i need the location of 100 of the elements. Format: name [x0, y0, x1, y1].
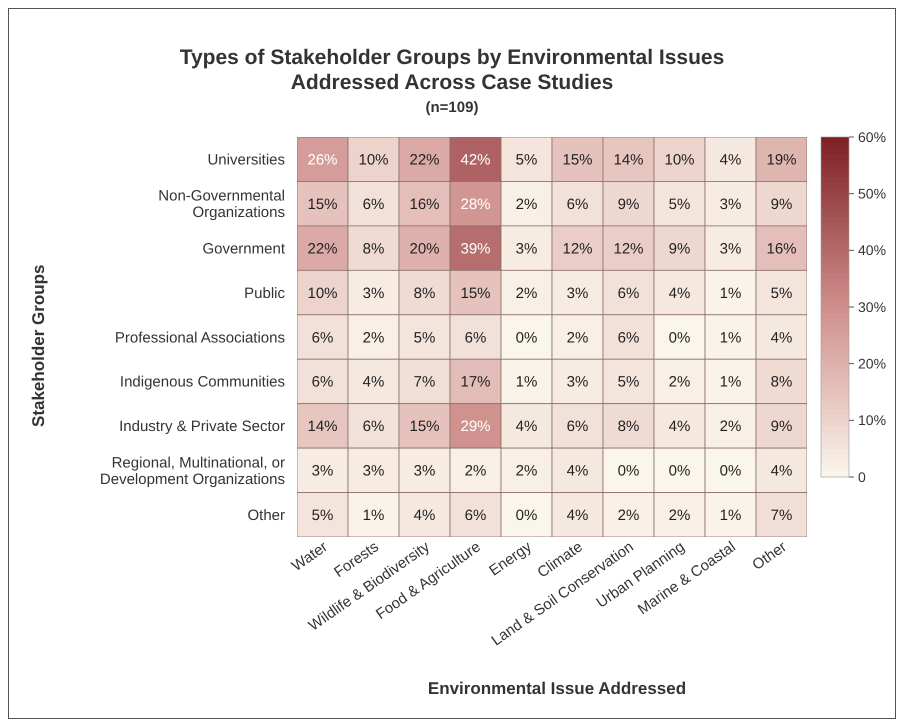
data-label: 2%: [516, 462, 538, 480]
data-label: 5%: [516, 151, 538, 168]
data-label: 2%: [566, 329, 588, 346]
data-label: 14%: [307, 418, 338, 436]
y-tick-label: Indigenous Communities: [120, 374, 285, 391]
color-bar-label: 60%: [858, 128, 886, 145]
data-label: 3%: [566, 374, 588, 391]
data-label: 4%: [566, 507, 588, 524]
data-label: 7%: [770, 507, 792, 524]
data-label: 3%: [720, 196, 742, 213]
data-label: 29%: [460, 418, 491, 436]
data-label: 1%: [720, 374, 742, 391]
data-label: 4%: [720, 151, 742, 168]
data-label: 39%: [460, 240, 491, 258]
data-label: 6%: [566, 196, 588, 213]
data-label: 4%: [516, 418, 538, 436]
data-label: 2%: [516, 284, 538, 302]
chart-title: Types of Stakeholder Groups by Environmental Issues Addressed Across Case Studies: [178, 45, 726, 95]
data-label: 3%: [720, 240, 742, 258]
data-label: 42%: [460, 151, 491, 168]
data-label: 8%: [362, 240, 384, 258]
data-label: 6%: [618, 284, 640, 302]
color-bar-label: 10%: [858, 412, 886, 428]
data-label: 1%: [720, 329, 742, 346]
data-label: 4%: [668, 418, 690, 436]
data-label: 16%: [766, 240, 797, 258]
data-label: 6%: [312, 374, 334, 391]
data-label: 9%: [668, 240, 690, 258]
color-bar-label: 0: [858, 468, 866, 485]
data-label: 2%: [668, 507, 690, 524]
x-axis-title: Environmental Issue Addressed: [426, 679, 688, 699]
color-bar-label: 50%: [858, 186, 886, 202]
data-label: 2%: [668, 374, 690, 391]
data-label: 1%: [720, 284, 742, 302]
data-label: 4%: [414, 507, 436, 524]
data-label: 7%: [414, 374, 436, 391]
data-label: 1%: [362, 507, 384, 524]
data-label: 6%: [312, 329, 334, 346]
data-label: 12%: [562, 240, 593, 258]
data-label: 10%: [358, 151, 389, 168]
data-label: 14%: [613, 151, 644, 168]
data-label: 22%: [409, 151, 440, 168]
data-label: 15%: [409, 418, 440, 436]
data-label: 5%: [312, 507, 334, 524]
data-label: 2%: [618, 507, 640, 524]
data-label: 15%: [562, 151, 593, 168]
data-label: 10%: [307, 284, 338, 302]
data-label: 4%: [770, 329, 792, 346]
data-label: 8%: [414, 284, 436, 302]
data-label: 2%: [464, 462, 486, 480]
data-label: 6%: [464, 329, 486, 346]
data-label: 5%: [770, 284, 792, 302]
data-label: 0%: [668, 462, 690, 480]
data-label: 3%: [312, 462, 334, 480]
data-label: 6%: [566, 418, 588, 436]
data-label: 20%: [409, 240, 440, 258]
data-label: 6%: [618, 329, 640, 346]
data-label: 4%: [566, 462, 588, 480]
data-label: 22%: [307, 240, 338, 258]
data-label: 12%: [613, 240, 644, 258]
data-label: 26%: [307, 151, 338, 168]
data-label: 2%: [516, 196, 538, 213]
color-bar-label: 20%: [858, 356, 886, 372]
data-label: 17%: [460, 374, 491, 391]
y-tick-label: Other: [247, 507, 286, 524]
data-label: 3%: [362, 284, 384, 302]
data-label: 9%: [618, 196, 640, 213]
data-label: 1%: [720, 507, 742, 524]
data-label: 28%: [460, 196, 491, 213]
y-axis-title: Stakeholder Groups: [29, 264, 49, 427]
y-tick-label: Industry & Private Sector: [119, 418, 285, 436]
data-label: 2%: [362, 329, 384, 346]
data-label: 19%: [766, 151, 797, 168]
data-label: 8%: [618, 418, 640, 436]
color-bar-label: 40%: [858, 242, 886, 258]
chart-subtitle: (n=109): [424, 99, 480, 116]
data-label: 10%: [664, 151, 695, 168]
y-tick-label: Regional, Multinational, or Development Organizations: [100, 454, 285, 488]
y-tick-label: Government: [202, 240, 286, 258]
color-bar-label: 30%: [858, 298, 886, 315]
data-label: 6%: [464, 507, 486, 524]
data-label: 1%: [516, 374, 538, 391]
data-label: 3%: [362, 462, 384, 480]
data-label: 15%: [460, 284, 491, 302]
data-label: 0%: [618, 462, 640, 480]
data-label: 3%: [414, 462, 436, 480]
y-tick-label: Professional Associations: [114, 329, 285, 346]
data-label: 8%: [770, 374, 792, 391]
data-label: 4%: [362, 374, 384, 391]
data-label: 9%: [770, 196, 792, 213]
data-label: 5%: [618, 374, 640, 391]
data-label: 0%: [720, 462, 742, 480]
data-label: 0%: [668, 329, 690, 346]
data-label: 6%: [362, 418, 384, 436]
data-label: 6%: [362, 196, 384, 213]
data-label: 3%: [516, 240, 538, 258]
data-label: 4%: [668, 284, 690, 302]
y-tick-label: Public: [244, 284, 286, 302]
data-label: 3%: [566, 284, 588, 302]
data-label: 5%: [414, 329, 436, 346]
